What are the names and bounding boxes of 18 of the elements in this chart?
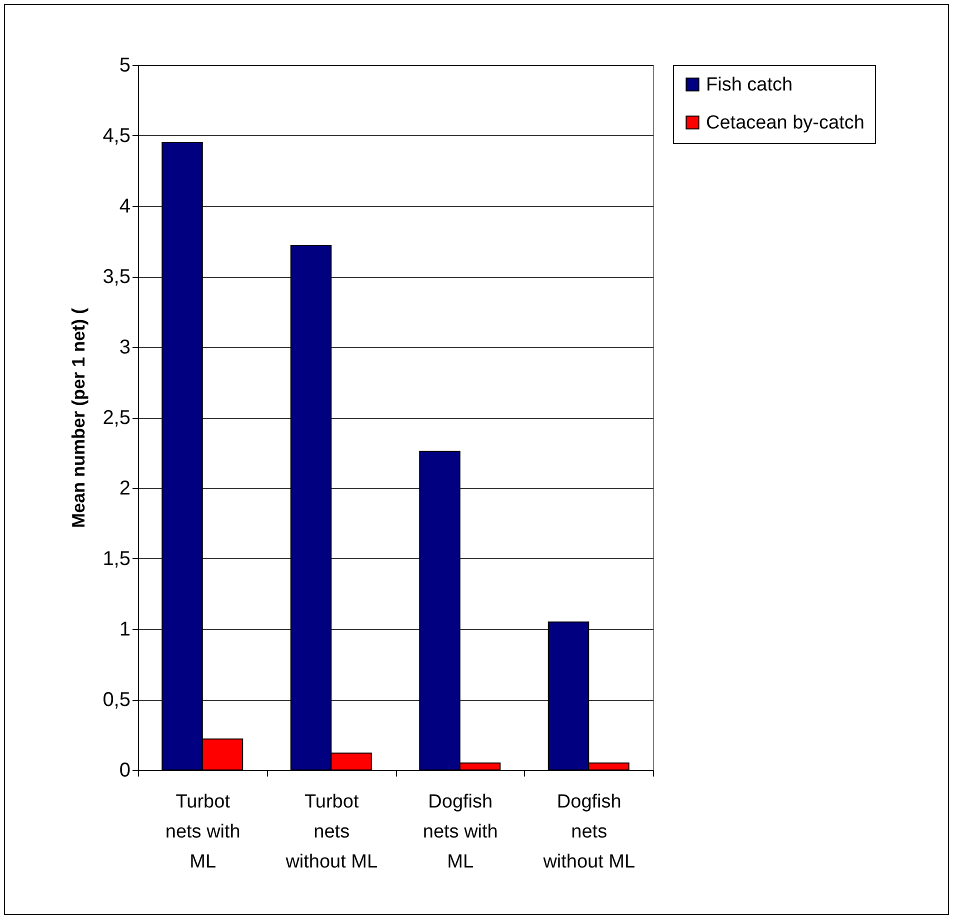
x-tick-label: Dogfish nets with ML: [422, 792, 498, 872]
y-tick-label: 4,5: [102, 125, 130, 147]
y-tick-label: 2,5: [102, 407, 130, 429]
y-tick-label: 2: [119, 478, 130, 500]
y-tick-label: 4: [119, 196, 130, 218]
x-tick-label: Turbot nets without ML: [284, 792, 378, 872]
legend-label: Fish catch: [706, 74, 793, 96]
y-tick-label: 3: [119, 336, 130, 358]
y-tick-label: 1,5: [102, 548, 130, 570]
x-tick-label: Dogfish nets without ML: [542, 792, 636, 872]
x-tick-label: Turbot nets with ML: [165, 792, 240, 872]
y-tick-label: 5: [119, 54, 130, 76]
y-tick-label: 0,5: [102, 689, 130, 711]
legend-label: Cetacean by-catch: [706, 112, 864, 134]
y-tick-label: 3,5: [102, 266, 130, 288]
y-axis-title: Mean number (per 1 net) (: [68, 308, 89, 528]
y-tick-label: 1: [119, 618, 130, 640]
y-tick-label: 0: [119, 760, 130, 782]
